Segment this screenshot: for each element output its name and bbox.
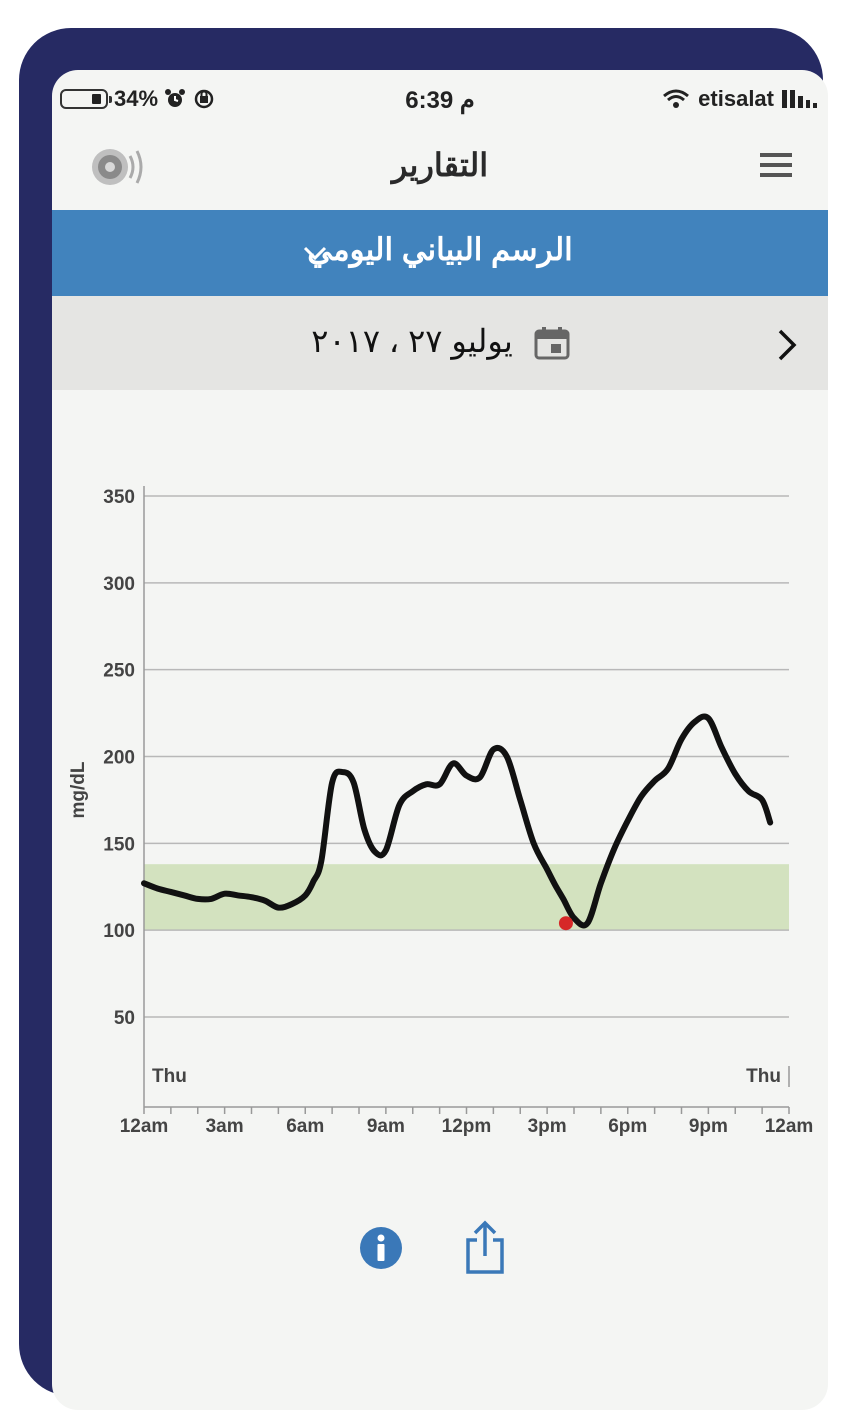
selected-date: يوليو ٢٧ ، ٢٠١٧ bbox=[311, 323, 513, 359]
battery-icon bbox=[60, 89, 112, 109]
report-type-label: الرسم البياني اليومي bbox=[307, 232, 573, 267]
date-navigator: يوليو ٢٧ ، ٢٠١٧ bbox=[52, 296, 828, 390]
y-axis-label: mg/dL bbox=[68, 761, 89, 818]
x-tick-label: 12am bbox=[765, 1116, 814, 1137]
sensor-icon[interactable] bbox=[86, 144, 146, 190]
x-tick-label: 3am bbox=[206, 1116, 244, 1137]
x-tick-label: 12pm bbox=[442, 1116, 492, 1137]
y-tick-label: 350 bbox=[103, 487, 135, 508]
info-icon[interactable] bbox=[358, 1225, 404, 1271]
battery-percent: 34% bbox=[114, 86, 159, 111]
glucose-chart: 350 300 250 200 150 100 50 mg/dL Thu Thu 12am 3am 6a… bbox=[68, 486, 814, 1137]
x-tick-label: 9pm bbox=[689, 1116, 728, 1137]
status-bar: 34% 6:39 م etisalat bbox=[52, 70, 828, 132]
signal-icon bbox=[782, 90, 817, 108]
share-icon[interactable] bbox=[464, 1220, 506, 1276]
y-tick-label: 50 bbox=[114, 1008, 135, 1029]
low-glucose-marker bbox=[558, 916, 573, 931]
y-tick-label: 250 bbox=[103, 661, 135, 682]
y-tick-label: 200 bbox=[103, 748, 135, 769]
day-label-start: Thu bbox=[152, 1066, 187, 1087]
glucose-line bbox=[141, 713, 774, 929]
alarm-icon bbox=[165, 89, 186, 107]
wifi-icon bbox=[663, 89, 690, 108]
y-tick-label: 150 bbox=[103, 834, 135, 855]
x-tick-label: 12am bbox=[120, 1116, 169, 1137]
chevron-right-icon[interactable] bbox=[776, 328, 798, 362]
y-tick-label: 100 bbox=[103, 921, 135, 942]
orientation-lock-icon bbox=[194, 89, 214, 109]
status-left: 34% bbox=[60, 86, 216, 112]
app-screen: 34% 6:39 م etisalat bbox=[52, 70, 828, 1410]
menu-icon[interactable] bbox=[758, 150, 794, 180]
status-right: etisalat bbox=[662, 86, 818, 112]
y-tick-label: 300 bbox=[103, 574, 135, 595]
app-header: التقارير bbox=[52, 132, 828, 210]
page-title: التقارير bbox=[391, 147, 489, 183]
calendar-icon[interactable] bbox=[534, 326, 570, 360]
chevron-down-icon bbox=[303, 246, 327, 261]
device-frame: 34% 6:39 م etisalat bbox=[19, 28, 828, 1410]
report-type-dropdown[interactable]: الرسم البياني اليومي bbox=[52, 210, 828, 296]
carrier-name: etisalat bbox=[698, 86, 774, 111]
x-tick-label: 9am bbox=[367, 1116, 405, 1137]
x-tick-label: 6pm bbox=[608, 1116, 647, 1137]
x-tick-label: 6am bbox=[286, 1116, 324, 1137]
x-tick-label: 3pm bbox=[528, 1116, 567, 1137]
clock: 6:39 م bbox=[405, 87, 475, 114]
day-label-end: Thu bbox=[746, 1066, 781, 1087]
